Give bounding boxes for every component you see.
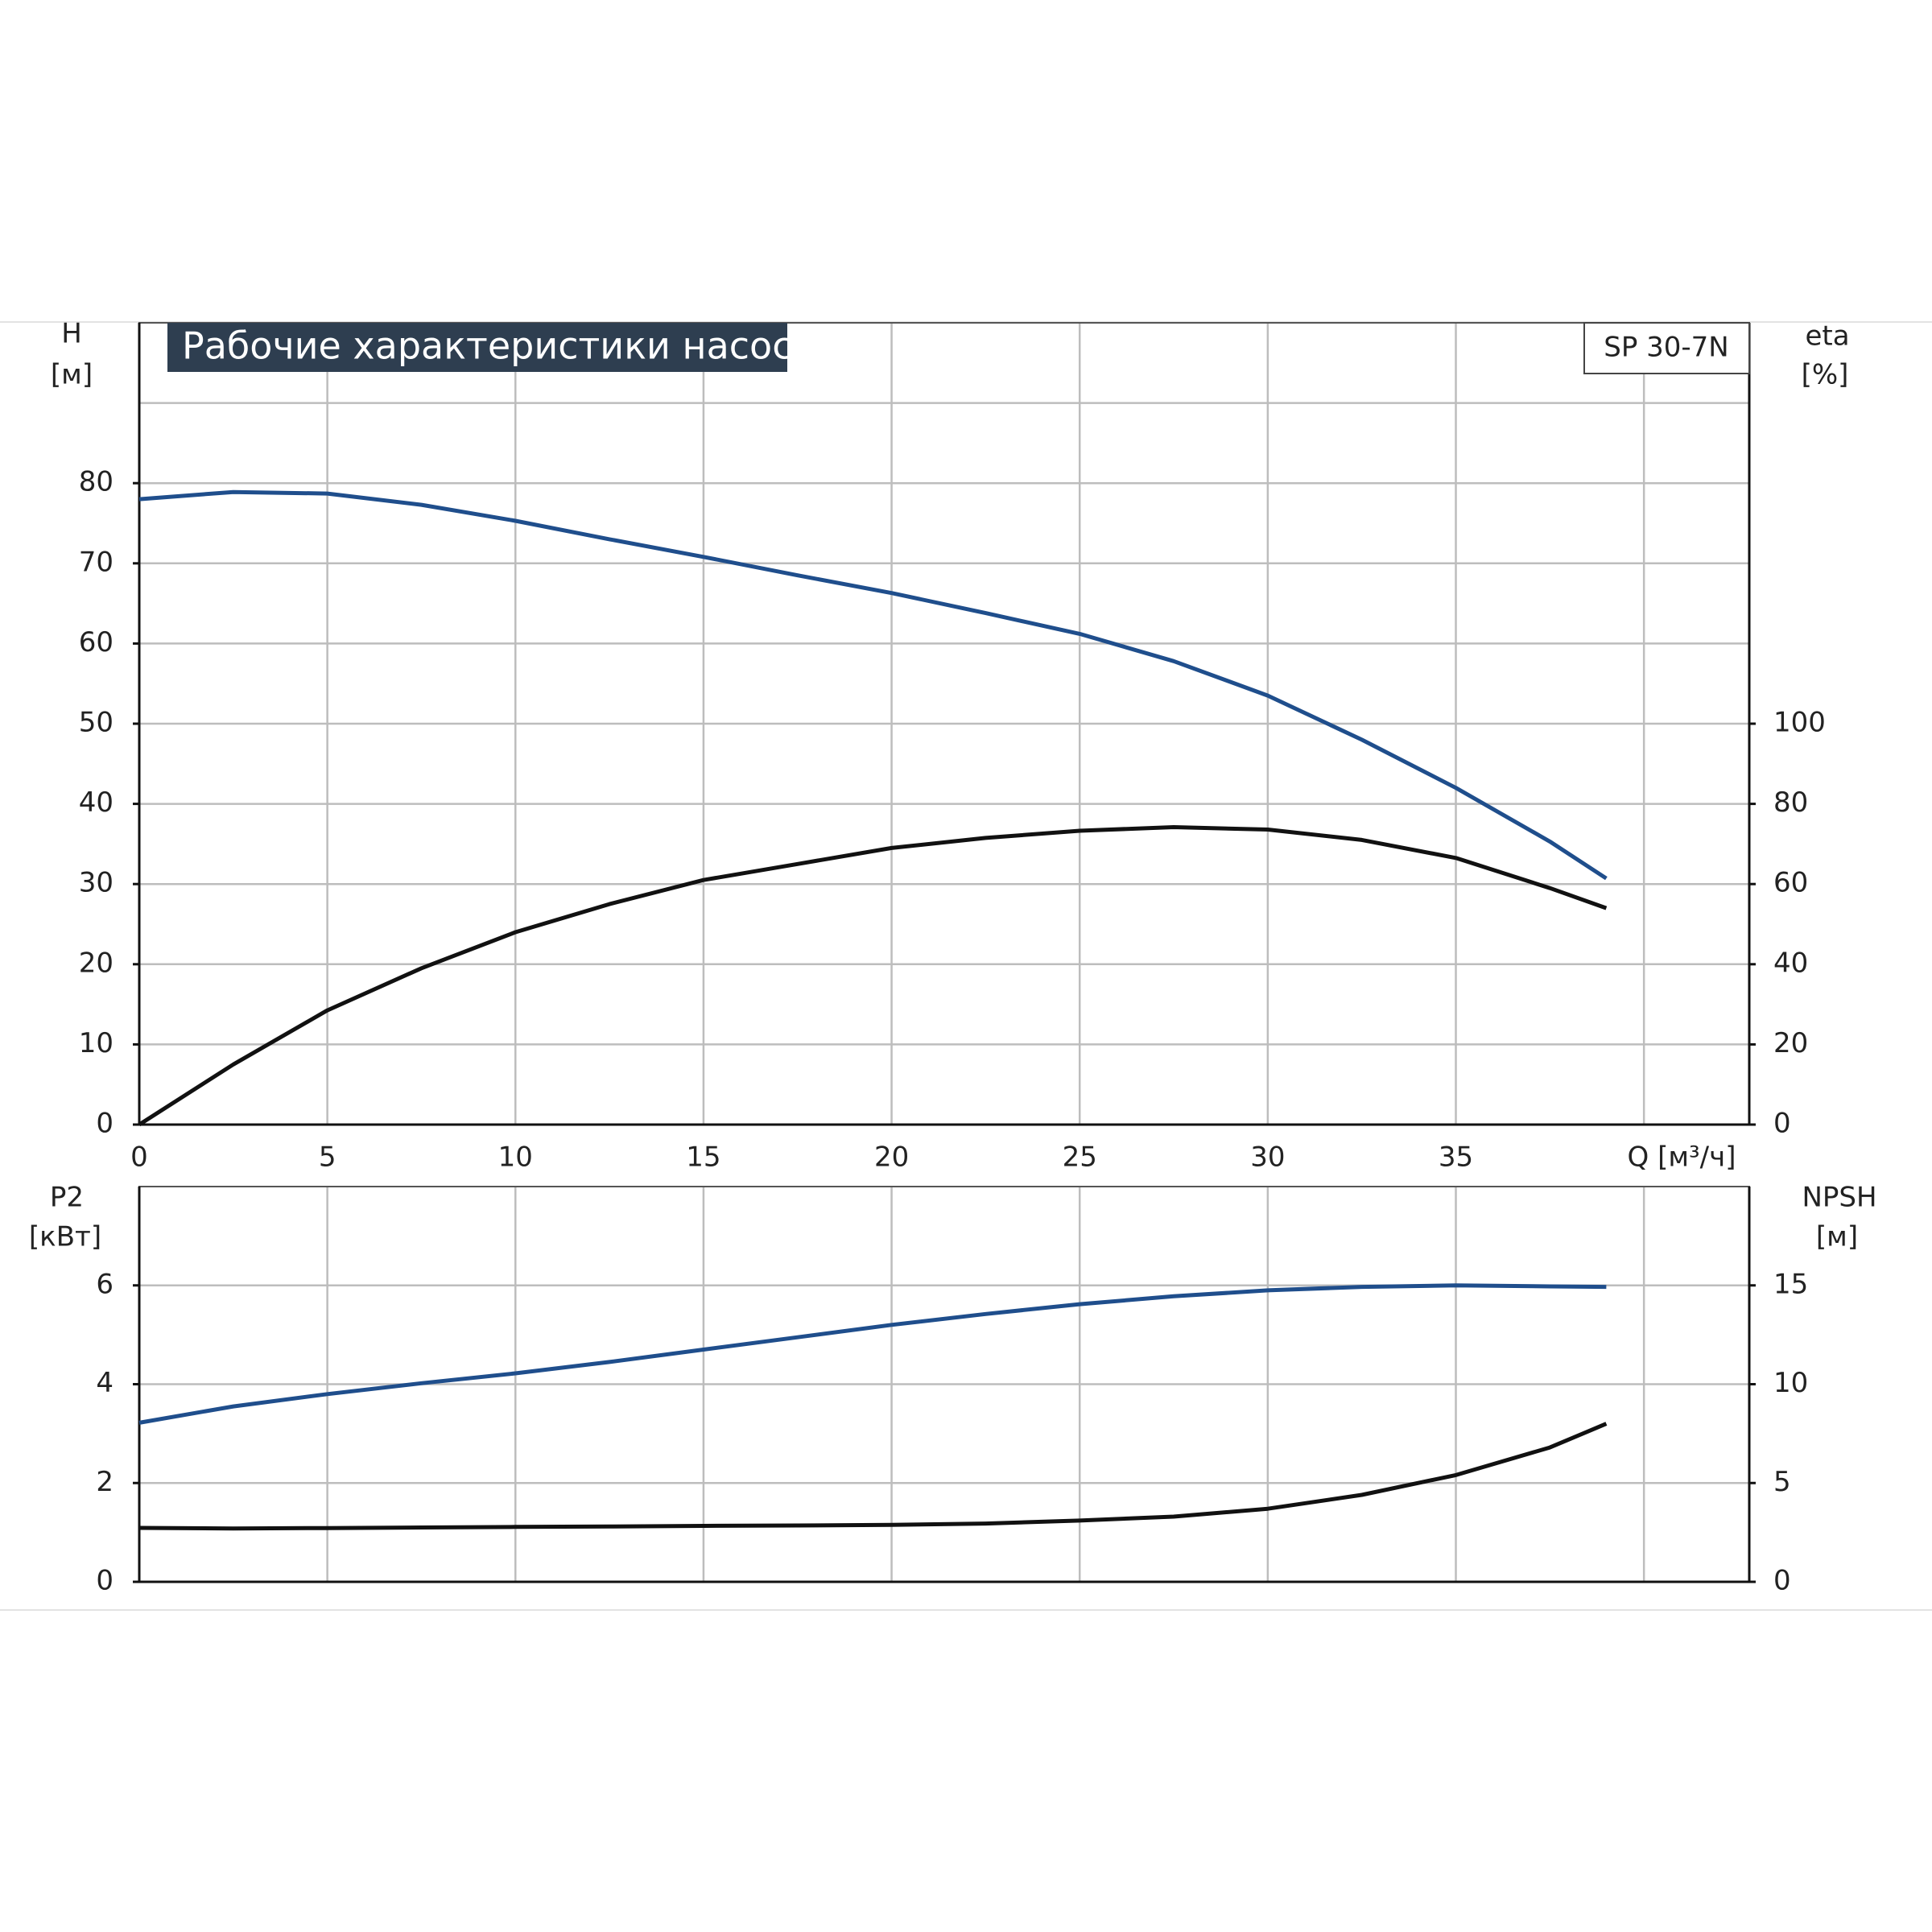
x-tick-label: 35 [1439,1141,1473,1174]
y-tick-label: 60 [79,626,114,658]
model-box [1583,322,1750,374]
y-tick-label: 6 [96,1268,114,1300]
x-tick-label: 20 [874,1141,909,1174]
y-tick-label: 50 [79,707,114,739]
y-axis-label: [м] [51,359,93,391]
y-tick-label: 10 [79,1027,114,1059]
series-line [138,825,1608,1127]
series-line [138,489,1608,881]
y-tick-label: 80 [79,466,114,498]
y2-axis-label: eta [1805,320,1849,353]
y-tick-label: 2 [96,1466,114,1498]
y-tick-label: 30 [79,867,114,899]
y2-tick-label: 60 [1773,867,1808,899]
y2-tick-label: 100 [1773,707,1826,739]
y2-tick-label: 5 [1773,1466,1791,1498]
y2-tick-label: 20 [1773,1027,1808,1059]
y-tick-label: 0 [96,1108,114,1140]
y-tick-label: 20 [79,947,114,979]
y-axis-label: H [61,318,82,350]
x-axis-label: Q [м³/ч] [1628,1141,1736,1174]
y-tick-label: 70 [79,546,114,578]
y2-tick-label: 10 [1773,1367,1808,1399]
model-label: SP 30-7N [1604,332,1729,364]
x-tick-label: 30 [1250,1141,1285,1174]
y-tick-label: 4 [96,1367,114,1399]
y2-tick-label: 40 [1773,947,1808,979]
y2-tick-label: 0 [1773,1108,1791,1140]
x-tick-label: 10 [498,1141,533,1174]
y2-axis-label: NPSH [1802,1182,1876,1214]
y2-tick-label: 80 [1773,786,1808,819]
y2-axis-label: [м] [1816,1221,1858,1253]
x-tick-label: 0 [130,1141,148,1174]
y2-axis-label: [%] [1802,359,1849,391]
x-tick-label: 5 [319,1141,336,1174]
series-line [138,1422,1608,1531]
y-tick-label: 0 [96,1565,114,1597]
x-tick-label: 25 [1063,1141,1097,1174]
y-axis-label: P2 [50,1182,84,1214]
y2-tick-label: 0 [1773,1565,1791,1597]
y2-tick-label: 15 [1773,1268,1808,1300]
title-box [167,323,787,372]
series-line [138,1283,1607,1425]
y-axis-label: [кВт] [29,1221,101,1253]
chart-title: Рабочие характеристики насоса [182,324,815,368]
x-tick-label: 15 [686,1141,720,1174]
y-tick-label: 40 [79,786,114,819]
